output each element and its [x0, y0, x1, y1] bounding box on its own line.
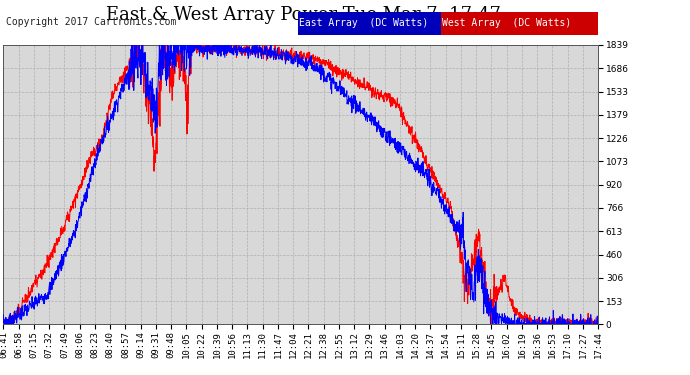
Text: East & West Array Power Tue Mar 7  17:47: East & West Array Power Tue Mar 7 17:47: [106, 6, 501, 24]
Text: East Array  (DC Watts): East Array (DC Watts): [299, 18, 428, 28]
Text: Copyright 2017 Cartronics.com: Copyright 2017 Cartronics.com: [6, 17, 176, 27]
Text: West Array  (DC Watts): West Array (DC Watts): [442, 18, 571, 28]
